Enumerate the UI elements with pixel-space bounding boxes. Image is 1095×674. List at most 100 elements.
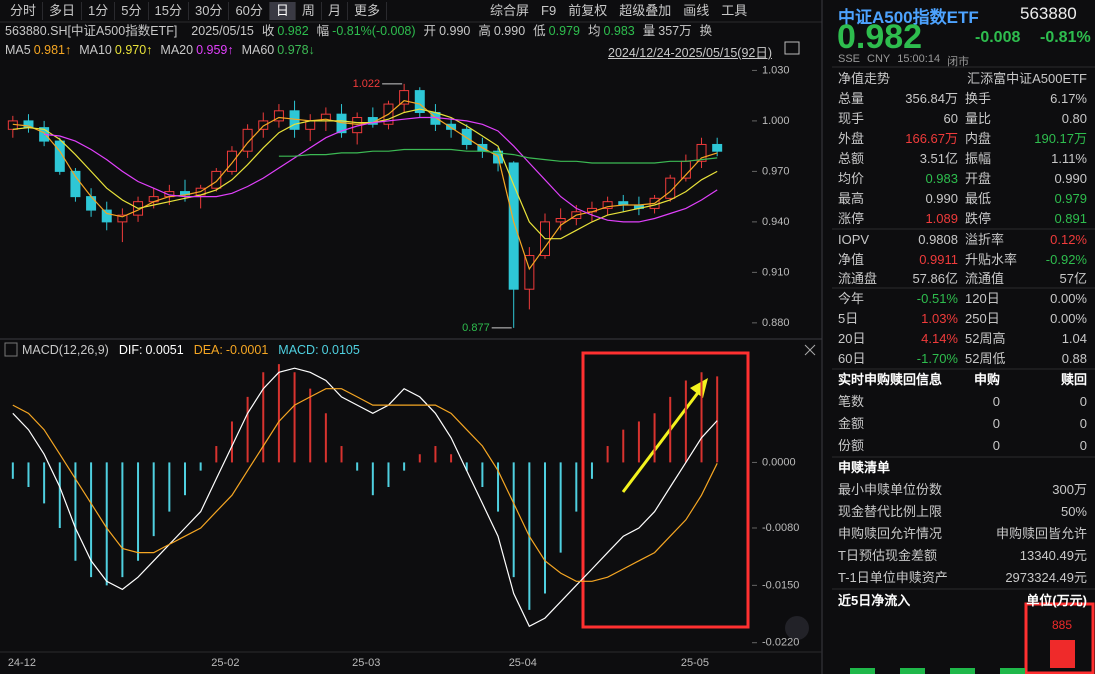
inflow-bar [1050, 640, 1075, 668]
legend-name: MA20 [160, 43, 194, 57]
tool-button[interactable]: 超级叠加 [619, 3, 672, 18]
x-tick-label: 24-12 [8, 657, 36, 669]
close-icon[interactable] [804, 344, 816, 356]
stat-cell: 最小申赎单位份数 [838, 482, 943, 497]
inflow-label: 885 [1052, 618, 1072, 632]
stat-cell: 5日 [838, 311, 859, 326]
period-tab[interactable]: 30分 [189, 2, 230, 20]
period-tab[interactable]: 周 [296, 2, 322, 20]
legend-item: DIF: 0.0051 [119, 342, 184, 358]
period-tab[interactable]: 5分 [115, 2, 149, 20]
stat-cell: 1.04 [1061, 331, 1087, 346]
legend-item: MA60 0.978↓ [242, 42, 315, 58]
stat-cell: 60 [943, 111, 958, 126]
stat-cell: 均价 [838, 171, 865, 186]
stat-cell: -0.92% [1045, 251, 1087, 267]
tool-button[interactable]: 画线 [683, 3, 710, 18]
date-range[interactable]: 2024/12/24-2025/05/15(92日) [608, 46, 773, 60]
stat-cell: 0.88 [1061, 351, 1087, 366]
date: 2025/05/15 [191, 24, 254, 38]
section-header: 申赎清单 [838, 460, 891, 475]
stat-cell: 最高 [838, 191, 865, 206]
legend-item: MACD: 0.0105 [278, 342, 360, 358]
candle-body [258, 120, 269, 130]
candle-body [665, 177, 676, 199]
stat-cell: 申购赎回允许情况 [838, 526, 943, 541]
stat-cell: 0.00% [1050, 291, 1087, 306]
stat-cell: 300万 [1052, 482, 1087, 497]
field-label: 高 [478, 24, 491, 38]
stat-cell: 3.51亿 [919, 151, 958, 166]
stat-cell: 1.089 [925, 211, 958, 226]
stat-cell: 升贴水率 [965, 251, 1018, 267]
candle-body [414, 90, 425, 113]
stat-cell: 6.17% [1050, 91, 1087, 106]
highlight-box [581, 351, 750, 629]
tool-button[interactable]: F9 [541, 3, 557, 18]
stat-cell: 汇添富中证A500ETF [967, 71, 1087, 86]
stat-cell: 跌停 [965, 211, 992, 226]
stat-cell: 57.86亿 [912, 271, 958, 286]
stat-cell: 57亿 [1059, 271, 1087, 286]
settings-icon[interactable] [784, 41, 800, 55]
y-tick-label: 0.970 [762, 165, 790, 177]
period-tab[interactable]: 更多 [348, 2, 387, 20]
series-line [12, 108, 718, 240]
stat-cell: 外盘 [838, 131, 865, 146]
zoom-icon[interactable] [785, 616, 809, 640]
period-tab[interactable]: 分时 [4, 2, 44, 20]
field-value: 0.979 [548, 24, 580, 38]
candle-body [70, 170, 81, 198]
tool-button[interactable]: 前复权 [568, 3, 608, 18]
period-tab[interactable]: 1分 [82, 2, 116, 20]
stat-cell: 总额 [838, 151, 865, 166]
stat-cell: 净值 [838, 251, 865, 267]
field-label: 换 [699, 24, 713, 38]
tool-button[interactable]: 综合屏 [490, 3, 530, 18]
legend-name: DEA: [193, 343, 223, 357]
y-tick-label: 1.030 [762, 64, 790, 76]
field-value: 357万 [658, 24, 692, 38]
stat-cell: -0.51% [916, 291, 958, 306]
info-field: 低 0.979 [533, 23, 580, 39]
help-icon[interactable] [4, 342, 18, 357]
candle-body [524, 255, 535, 290]
field-value: -0.81%(-0.008) [332, 24, 416, 38]
inflow-bar [900, 668, 925, 674]
info-field: 高 0.990 [478, 23, 525, 39]
symbol: 563880.SH[中证A500指数ETF] [5, 24, 178, 38]
period-tab[interactable]: 15分 [149, 2, 189, 20]
period-tab[interactable]: 日 [269, 2, 296, 20]
period-tab[interactable]: 多日 [43, 2, 83, 20]
period-tab[interactable]: 60分 [229, 2, 270, 20]
stat-cell: 0.9808 [918, 232, 958, 247]
legend-name: DIF: [118, 343, 143, 357]
stat-cell: 52周高 [965, 331, 1006, 346]
stat-cell: 现金替代比例上限 [838, 504, 943, 519]
stat-cell: 0.891 [1054, 211, 1087, 226]
stat-cell: 流通盘 [838, 271, 878, 286]
macd-legend: MACD(12,26,9) DIF: 0.0051 DEA: -0.0001 MACD: 0… [22, 342, 360, 358]
stat-cell: 今年 [838, 291, 865, 306]
stat-cell: 0.9911 [919, 251, 958, 267]
candle-body [101, 209, 112, 223]
candle-body [117, 214, 128, 223]
annotation-label: 0.877 [462, 322, 490, 334]
quote-price: 0.982 [837, 18, 923, 56]
y-tick-label: 0.910 [762, 266, 790, 278]
period-tab[interactable]: 月 [322, 2, 348, 20]
market-line: SSE CNY 15:00:14 闭市 [838, 53, 969, 69]
candle-body [696, 143, 707, 162]
stat-cell: 现手 [838, 111, 865, 126]
ma-legend: MA5 0.981↑ MA10 0.970↑ MA20 0.959↑ MA60 0.978↓ [5, 42, 315, 58]
candle-body [86, 196, 97, 211]
stat-cell: T-1日单位申赎资产 [838, 570, 948, 585]
stat-cell: 金额 [838, 416, 865, 431]
legend-name: MA60 [241, 43, 275, 57]
tool-button[interactable]: 工具 [721, 3, 748, 18]
legend-value: 0.0051 [145, 343, 184, 357]
info-field: 收 0.982 [262, 23, 309, 39]
section-header: 实时申购赎回信息 [838, 372, 943, 387]
stat-cell: 申购赎回皆允许 [995, 526, 1087, 541]
candle-body [273, 110, 284, 122]
